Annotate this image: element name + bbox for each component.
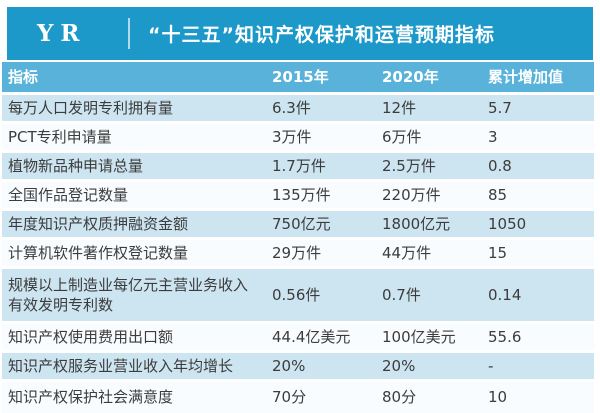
value-2015-cell: 20% [272, 356, 306, 375]
increase-cell: 3 [488, 127, 498, 146]
increase-cell: - [488, 356, 494, 375]
indicator-cell: 植物新品种申请总量 [8, 156, 144, 175]
table-header-row: 指标 2015年 2020年 累计增加值 [2, 62, 594, 92]
value-2020-cell: 1800亿元 [382, 214, 451, 233]
value-2015-cell: 44.4亿美元 [272, 327, 351, 346]
value-2015-cell: 1.7万件 [272, 156, 326, 175]
value-2015-cell: 135万件 [272, 185, 331, 204]
increase-cell: 55.6 [488, 327, 522, 346]
column-header-2015: 2015年 [272, 67, 329, 86]
indicator-cell: 年度知识产权质押融资金额 [8, 214, 189, 233]
increase-cell: 1050 [488, 214, 527, 233]
increase-cell: 85 [488, 185, 508, 204]
indicator-cell: 计算机软件著作权登记数量 [8, 243, 189, 262]
value-2015-cell: 0.56件 [272, 285, 321, 304]
value-2020-cell: 6万件 [382, 127, 422, 146]
banner: YR “十三五”知识产权保护和运营预期指标 [7, 7, 593, 60]
table-row: 全国作品登记数量 135万件 220万件 85 [2, 182, 594, 208]
indicator-cell: 知识产权使用费用出口额 [8, 327, 174, 346]
indicator-cell: 知识产权保护社会满意度 [8, 388, 174, 407]
page-title: “十三五”知识产权保护和运营预期指标 [148, 24, 495, 46]
table-row: 知识产权保护社会满意度 70分 80分 10 [2, 382, 594, 413]
logo-yr: YR [37, 20, 87, 47]
indicator-cell: 规模以上制造业每亿元主营业务收入有效发明专利数 [8, 275, 249, 314]
value-2020-cell: 12件 [382, 98, 417, 117]
increase-cell: 15 [488, 243, 508, 262]
column-header-2020: 2020年 [382, 67, 439, 86]
value-2015-cell: 750亿元 [272, 214, 331, 233]
increase-cell: 10 [488, 388, 508, 407]
table-row: 计算机软件著作权登记数量 29万件 44万件 15 [2, 240, 594, 266]
value-2020-cell: 100亿美元 [382, 327, 456, 346]
table-row: 知识产权服务业营业收入年均增长 20% 20% - [2, 353, 594, 379]
increase-cell: 0.8 [488, 156, 512, 175]
value-2015-cell: 6.3件 [272, 98, 311, 117]
table-row: PCT专利申请量 3万件 6万件 3 [2, 124, 594, 150]
value-2020-cell: 2.5万件 [382, 156, 436, 175]
increase-cell: 5.7 [488, 98, 512, 117]
indicator-table: 指标 2015年 2020年 累计增加值 每万人口发明专利拥有量 6.3件 12件 5… [2, 62, 594, 413]
value-2015-cell: 70分 [272, 388, 307, 407]
indicator-cell: 全国作品登记数量 [8, 185, 129, 204]
value-2020-cell: 0.7件 [382, 285, 421, 304]
table-row: 每万人口发明专利拥有量 6.3件 12件 5.7 [2, 95, 594, 121]
value-2020-cell: 44万件 [382, 243, 432, 262]
value-2015-cell: 29万件 [272, 243, 322, 262]
indicator-cell: PCT专利申请量 [8, 127, 112, 146]
value-2015-cell: 3万件 [272, 127, 312, 146]
table-row: 知识产权使用费用出口额 44.4亿美元 100亿美元 55.6 [2, 324, 594, 350]
indicator-cell: 每万人口发明专利拥有量 [8, 98, 174, 117]
table-row: 年度知识产权质押融资金额 750亿元 1800亿元 1050 [2, 211, 594, 237]
banner-divider [128, 18, 130, 49]
column-header-indicator: 指标 [8, 67, 39, 86]
value-2020-cell: 80分 [382, 388, 417, 407]
column-header-increase: 累计增加值 [488, 67, 564, 86]
increase-cell: 0.14 [488, 285, 522, 304]
table-row: 植物新品种申请总量 1.7万件 2.5万件 0.8 [2, 153, 594, 179]
value-2020-cell: 20% [382, 356, 416, 375]
value-2020-cell: 220万件 [382, 185, 441, 204]
table-row: 规模以上制造业每亿元主营业务收入有效发明专利数 0.56件 0.7件 0.14 [2, 269, 594, 321]
indicator-cell: 知识产权服务业营业收入年均增长 [8, 356, 234, 375]
